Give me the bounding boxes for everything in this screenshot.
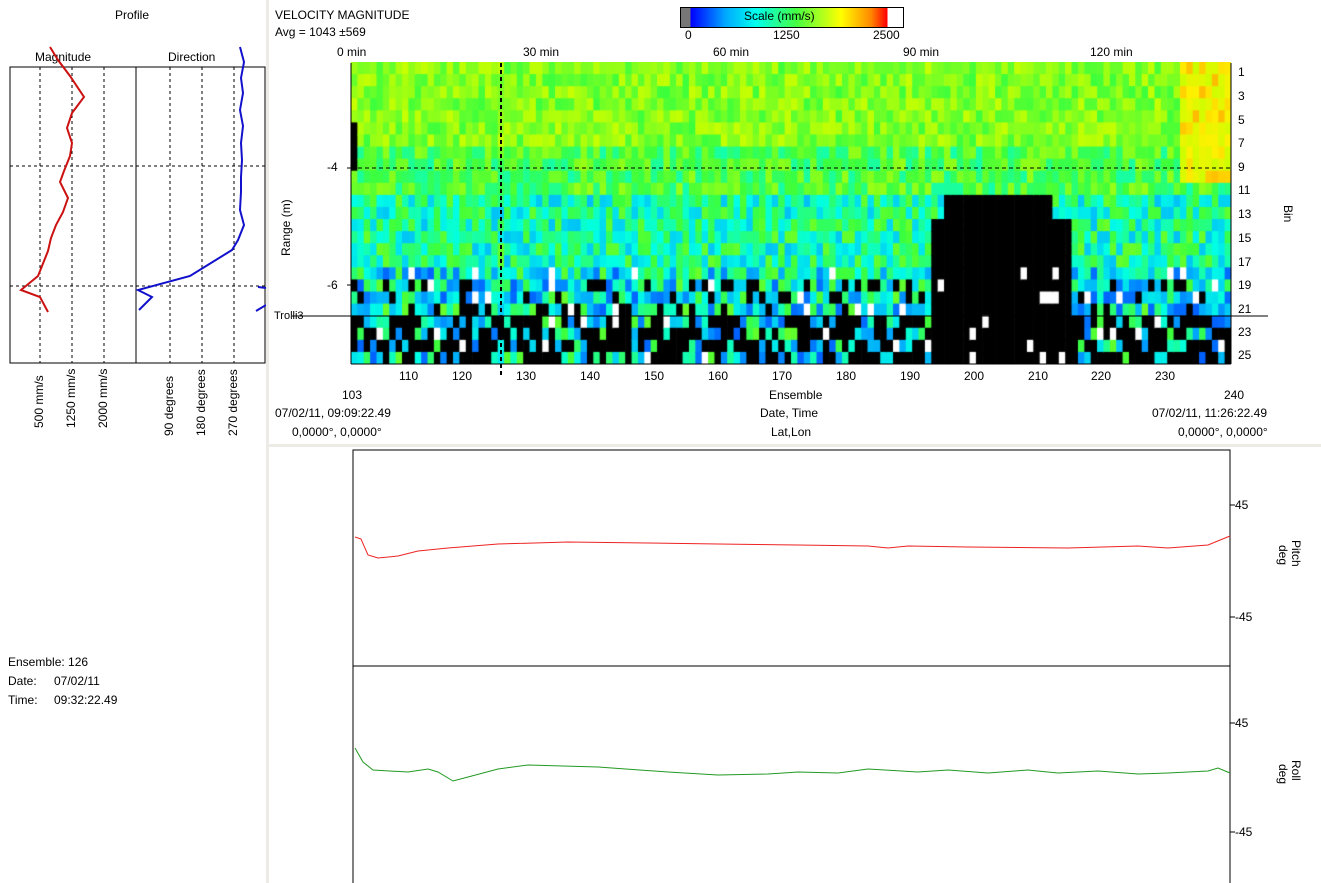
direction-label: Direction: [168, 50, 216, 64]
magnitude-tick-500: 500 mm/s: [32, 375, 46, 428]
ensemble-tick-200: 200: [964, 369, 985, 383]
scale-tick-1250: 1250: [773, 28, 800, 42]
bin-tick-9: 9: [1238, 160, 1245, 174]
date-readout-value: 07/02/11: [54, 674, 100, 688]
range-tick-minus4: -4: [327, 160, 338, 174]
ensemble-tick-150: 150: [644, 369, 665, 383]
roll-series-line: [354, 747, 1231, 782]
vertical-splitter[interactable]: [266, 0, 269, 883]
bin-tick-19: 19: [1238, 278, 1252, 292]
bin-tick-7: 7: [1238, 136, 1245, 150]
bin-tick-5: 5: [1238, 113, 1245, 127]
bin-tick-15: 15: [1238, 231, 1252, 245]
pitch-roll-plot[interactable]: [268, 447, 1321, 883]
bin-tick-11: 11: [1238, 183, 1251, 197]
direction-tick-180: 180 degrees: [194, 369, 208, 436]
ensemble-tick-210: 210: [1028, 369, 1049, 383]
pitch-series-line: [354, 535, 1231, 559]
roll-unit-label: deg: [1276, 764, 1290, 784]
roll-tick-45: 45: [1235, 716, 1249, 730]
time-readout-label: Time:: [8, 693, 38, 707]
trolli3-marker-label: Trolli3: [274, 310, 304, 322]
time-tick-60: 60 min: [713, 45, 750, 59]
magnitude-label: Magnitude: [35, 50, 92, 64]
roll-tick-minus45: -45: [1235, 825, 1253, 839]
bin-tick-21: 21: [1238, 302, 1252, 316]
start-latlon: 0,0000°, 0,0000°: [292, 425, 382, 439]
direction-profile-line: [135, 46, 246, 311]
date-readout: Date: 07/02/11: [8, 674, 100, 688]
ensemble-tick-220: 220: [1091, 369, 1112, 383]
ensemble-tick-110: 110: [399, 369, 419, 383]
ensemble-tick-180: 180: [836, 369, 857, 383]
bin-tick-17: 17: [1238, 255, 1252, 269]
ensemble-tick-190: 190: [900, 369, 921, 383]
time-readout: Time: 09:32:22.49: [8, 693, 117, 707]
start-datetime: 07/02/11, 09:09:22.49: [275, 406, 391, 420]
scale-tick-2500: 2500: [873, 28, 900, 42]
horizontal-splitter[interactable]: [269, 444, 1321, 447]
time-tick-0: 0 min: [337, 45, 367, 59]
direction-tick-270: 270 degrees: [226, 369, 240, 436]
scale-tick-0: 0: [685, 28, 692, 42]
bin-tick-25: 25: [1238, 348, 1252, 362]
time-readout-value: 09:32:22.49: [54, 693, 118, 707]
contour-title: VELOCITY MAGNITUDE: [275, 8, 410, 22]
ensemble-tick-140: 140: [580, 369, 601, 383]
ensemble-axis-label: Ensemble: [769, 388, 823, 402]
time-tick-120: 120 min: [1090, 45, 1133, 59]
range-tick-minus6: -6: [327, 278, 338, 292]
ensemble-readout: Ensemble: 126: [8, 655, 88, 669]
ensemble-tick-120: 120: [452, 369, 473, 383]
ensemble-tick-160: 160: [708, 369, 729, 383]
color-scale-bar[interactable]: [680, 7, 904, 28]
direction-tick-90: 90 degrees: [162, 375, 176, 436]
pitch-axis-label: Pitch: [1289, 540, 1303, 567]
roll-unit: deg: [1276, 764, 1290, 785]
ensemble-tick-170: 170: [772, 369, 793, 383]
roll-axis-label: Roll: [1289, 760, 1303, 781]
profile-title: Profile: [115, 8, 150, 22]
pitch-unit: deg: [1276, 545, 1290, 566]
pitch-label: Pitch: [1289, 540, 1303, 567]
time-tick-30: 30 min: [523, 45, 560, 59]
magnitude-tick-2000: 2000 mm/s: [96, 368, 110, 428]
bin-tick-13: 13: [1238, 207, 1252, 221]
end-latlon: 0,0000°, 0,0000°: [1178, 425, 1268, 439]
bin-tick-1: 1: [1238, 65, 1245, 79]
ensemble-tick-130: 130: [516, 369, 537, 383]
bin-axis-label: Bin: [1281, 205, 1295, 223]
pitch-unit-label: deg: [1276, 545, 1290, 565]
magnitude-profile-line: [19, 46, 86, 313]
pitch-tick-minus45: -45: [1235, 610, 1253, 624]
time-tick-90: 90 min: [903, 45, 940, 59]
contour-avg: Avg = 1043 ±569: [275, 25, 366, 39]
color-scale-label: Scale (mm/s): [744, 9, 815, 23]
velocity-contour-plot[interactable]: [351, 62, 1231, 364]
bin-tick-23: 23: [1238, 325, 1252, 339]
profile-plot: [9, 46, 267, 364]
ensemble-readout-label: Ensemble:: [8, 655, 65, 669]
latlon-axis-label: Lat,Lon: [771, 425, 812, 439]
pitch-tick-45: 45: [1235, 498, 1249, 512]
contour-overlay: [292, 63, 1268, 377]
ensemble-start: 103: [342, 388, 363, 402]
ensemble-readout-value: 126: [68, 655, 89, 669]
range-axis-label: Range (m): [279, 199, 293, 256]
ensemble-tick-230: 230: [1155, 369, 1176, 383]
end-datetime: 07/02/11, 11:26:22.49: [1152, 406, 1267, 420]
magnitude-tick-1250: 1250 mm/s: [64, 368, 78, 428]
ensemble-end: 240: [1224, 388, 1245, 402]
date-readout-label: Date:: [8, 674, 37, 688]
bin-tick-3: 3: [1238, 89, 1245, 103]
datetime-axis-label: Date, Time: [760, 406, 819, 420]
roll-label: Roll: [1289, 760, 1303, 781]
